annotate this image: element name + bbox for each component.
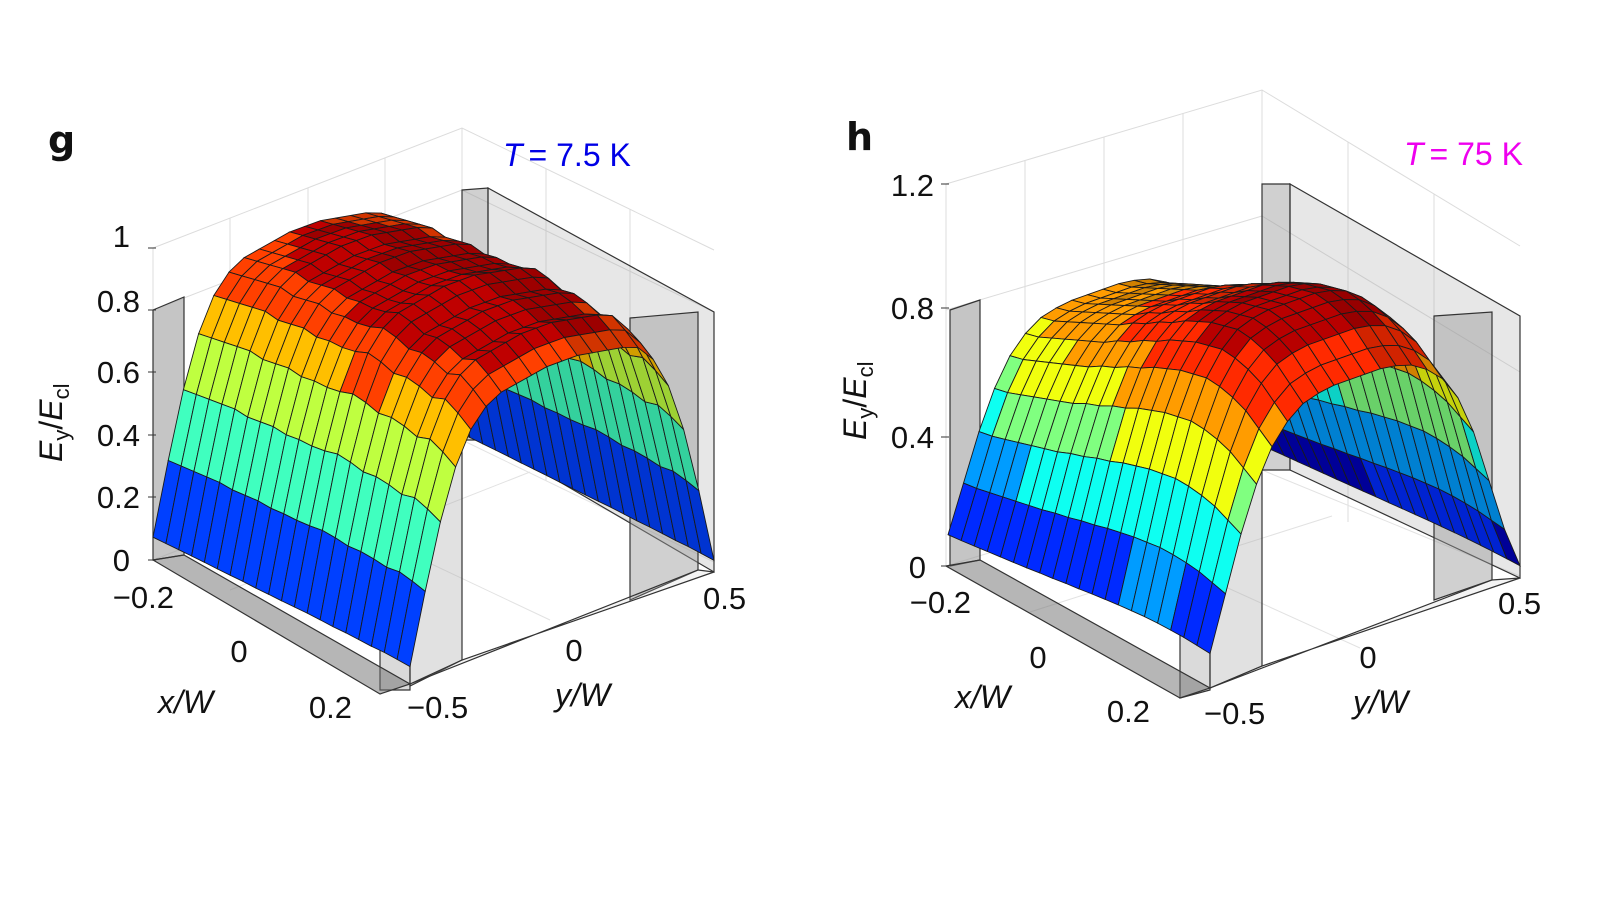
z-tick-label: 0.4 <box>97 418 140 453</box>
y-tick-label: 0.5 <box>1498 586 1541 621</box>
y-ticks-h: −0.5 0 0.5 <box>1204 586 1541 731</box>
temperature-annotation: T = 75 K <box>1404 136 1523 172</box>
x-tick-label: 0 <box>230 634 247 669</box>
x-tick-label: 0 <box>1029 640 1046 675</box>
z-tick-label: 0.8 <box>891 291 934 326</box>
panel-label-g: g <box>48 118 75 162</box>
y-ticks-g: −0.5 0 0.5 <box>407 581 746 725</box>
x-tick-label: 0.2 <box>309 690 352 725</box>
z-tick-label: 0.4 <box>891 420 934 455</box>
surface-plot-h: h <box>837 89 1541 731</box>
x-axis-label: x/W <box>953 679 1013 715</box>
x-ticks-h: −0.2 0 0.2 <box>910 585 1150 729</box>
surface-cell <box>396 580 426 668</box>
x-tick-label: 0.2 <box>1107 694 1150 729</box>
surface-cell <box>1196 581 1227 655</box>
x-axis-label: x/W <box>156 684 216 720</box>
z-axis-label: Ey/Ecl <box>33 384 74 462</box>
panel-label-h: h <box>846 115 873 159</box>
y-tick-label: 0 <box>1359 640 1376 675</box>
z-tick-label: 0.6 <box>97 355 140 390</box>
surface-plot-g: g <box>33 118 746 725</box>
z-axis-label: Ey/Ecl <box>837 362 878 440</box>
surface-mesh-g <box>152 212 715 668</box>
z-tick-label: 0 <box>113 543 130 578</box>
x-tick-label: −0.2 <box>113 580 174 615</box>
z-tick-label: 0.2 <box>97 480 140 515</box>
y-tick-label: −0.5 <box>407 690 468 725</box>
x-ticks-g: −0.2 0 0.2 <box>113 580 352 725</box>
x-tick-label: −0.2 <box>910 585 971 620</box>
z-tick-label: 0.8 <box>97 284 140 319</box>
y-axis-label: y/W <box>553 677 613 713</box>
z-tick-label: 0 <box>909 550 926 585</box>
y-tick-label: 0 <box>565 633 582 668</box>
surface-mesh-h <box>947 278 1521 655</box>
z-tick-label: 1 <box>113 219 130 254</box>
z-ticks-h: 0 0.4 0.8 1.2 <box>891 168 949 585</box>
y-axis-label: y/W <box>1351 684 1411 720</box>
y-tick-label: −0.5 <box>1204 696 1265 731</box>
temperature-annotation: T = 7.5 K <box>503 137 631 173</box>
z-ticks-g: 0 0.2 0.4 0.6 0.8 1 <box>97 219 156 578</box>
y-tick-label: 0.5 <box>703 581 746 616</box>
z-tick-label: 1.2 <box>891 168 934 203</box>
